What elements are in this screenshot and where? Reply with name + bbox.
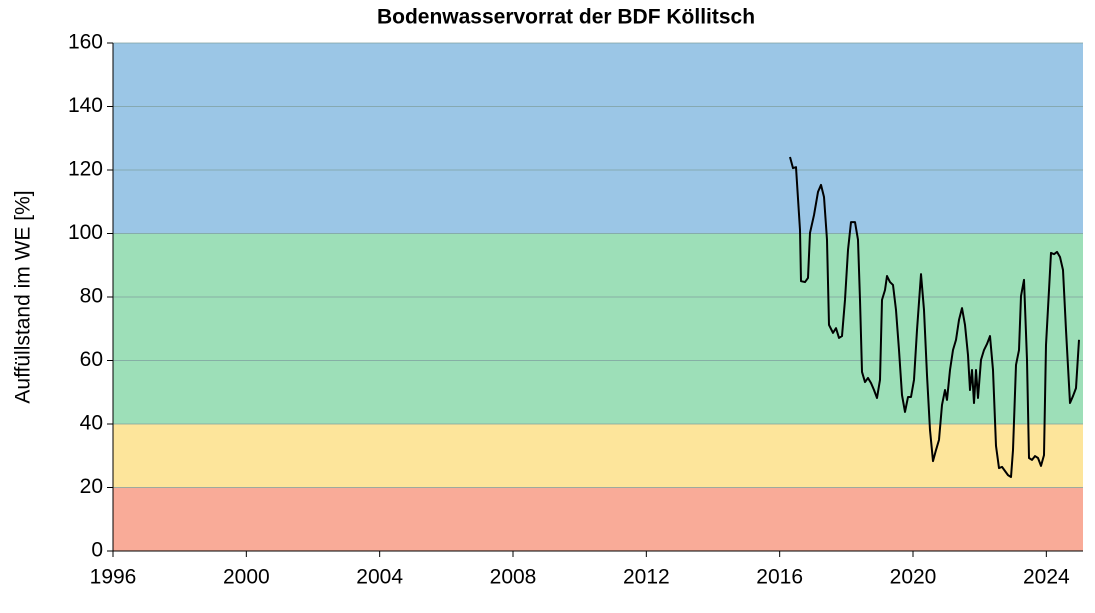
x-tick-label: 2024 <box>1023 566 1070 589</box>
y-tick-label: 100 <box>68 221 103 244</box>
x-tick-label: 2008 <box>490 566 537 589</box>
x-tick-label: 2012 <box>623 566 670 589</box>
y-tick-label: 0 <box>91 539 103 562</box>
y-tick-label: 40 <box>80 412 103 435</box>
x-tick-label: 2004 <box>356 566 403 589</box>
band <box>113 424 1083 488</box>
data-line <box>789 156 1080 479</box>
x-tick-label: 2000 <box>223 566 270 589</box>
x-tick-label: 2020 <box>890 566 937 589</box>
x-tick-label: 2016 <box>756 566 803 589</box>
y-axis-label: Auffüllstand im WE [%] <box>12 190 35 403</box>
y-tick-label: 120 <box>68 158 103 181</box>
y-tick-label: 60 <box>80 348 103 371</box>
band <box>113 487 1083 551</box>
y-tick-label: 160 <box>68 31 103 54</box>
y-tick-label: 140 <box>68 94 103 117</box>
x-tick-label: 1996 <box>90 566 137 589</box>
y-tick-label: 80 <box>80 285 103 308</box>
band <box>113 43 1083 234</box>
band <box>113 233 1083 424</box>
chart-title: Bodenwasservorrat der BDF Köllitsch <box>377 6 755 29</box>
y-tick-label: 20 <box>80 475 103 498</box>
